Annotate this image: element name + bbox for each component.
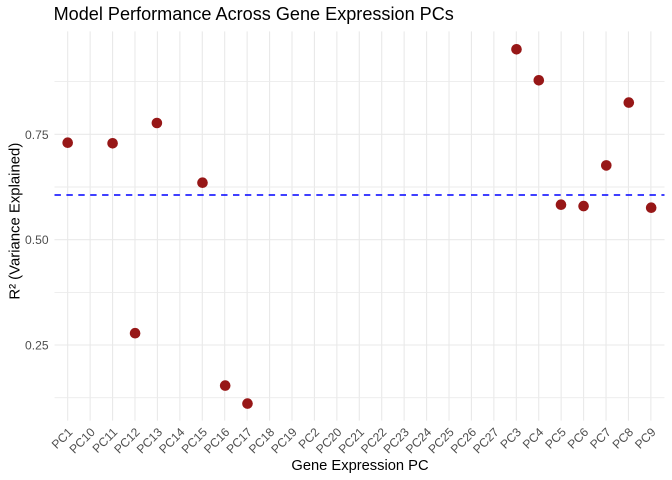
svg-text:Gene Expression PC: Gene Expression PC — [291, 458, 429, 474]
svg-text:Model Performance Across Gene: Model Performance Across Gene Expression… — [54, 4, 454, 24]
svg-text:0.50: 0.50 — [25, 233, 49, 247]
svg-text:0.25: 0.25 — [25, 339, 49, 353]
svg-text:R² (Variance Explained): R² (Variance Explained) — [7, 143, 23, 300]
svg-text:0.75: 0.75 — [25, 128, 49, 142]
